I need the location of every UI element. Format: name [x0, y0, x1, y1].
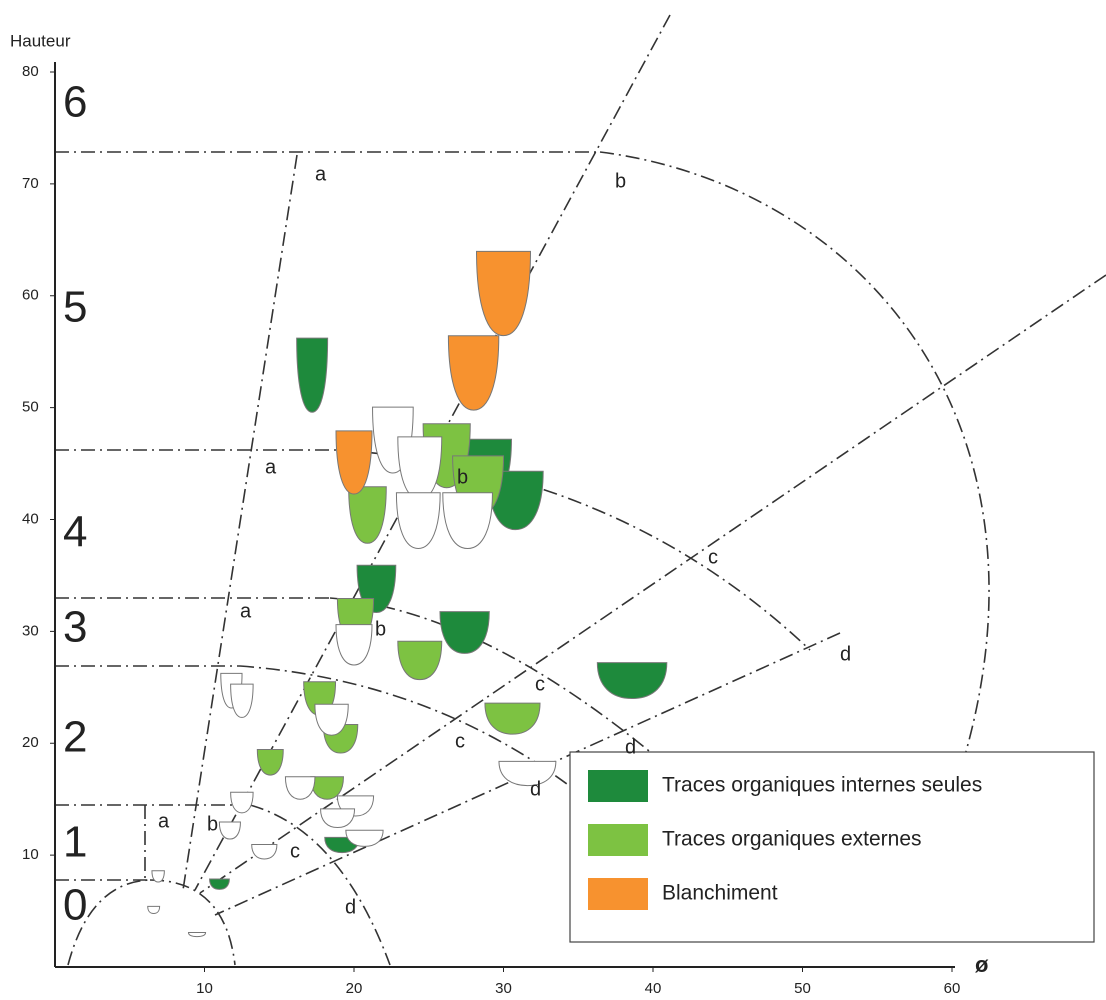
vessel [484, 702, 541, 735]
vessel [498, 760, 557, 787]
y-axis-label: Hauteur [10, 31, 71, 50]
zone-lines [55, 14, 1106, 966]
vessel [442, 492, 493, 550]
zone-label: 2 [63, 713, 87, 762]
legend-swatch [588, 878, 648, 910]
zone-letter: c [708, 546, 718, 568]
zone-letter: d [625, 736, 636, 758]
y-tick-label: 30 [22, 622, 39, 639]
y-tick-label: 10 [22, 846, 39, 863]
x-tick-label: 20 [346, 980, 363, 997]
zone-letter: b [615, 170, 626, 192]
zone-letter: c [535, 673, 545, 695]
vessel [147, 905, 161, 915]
vessel [348, 486, 387, 544]
x-axis-label: ø [975, 952, 989, 977]
vessels [147, 250, 668, 938]
vessel [251, 844, 278, 860]
zone-arc [149, 879, 236, 966]
zone-letter: a [240, 600, 252, 622]
x-tick-label: 50 [794, 980, 811, 997]
vessel [345, 829, 384, 847]
vessel [397, 436, 443, 500]
vessel [256, 748, 284, 776]
vessel [320, 808, 356, 829]
legend-swatch [588, 824, 648, 856]
legend-label: Traces organiques internes seules [662, 774, 982, 797]
vessel [187, 932, 207, 938]
legend-label: Traces organiques externes [662, 828, 922, 851]
vessel [596, 662, 668, 700]
zone-letter: a [315, 163, 327, 185]
zone-letter: b [207, 813, 218, 835]
zone-letter: b [457, 466, 468, 488]
vessel [447, 335, 500, 411]
zone-letter: d [530, 778, 541, 800]
vessel [284, 776, 316, 800]
zone-letter: c [455, 730, 465, 752]
x-tick-label: 30 [495, 980, 512, 997]
legend-swatch [588, 770, 648, 802]
zone-ray [199, 274, 1106, 894]
zone-arc [599, 151, 990, 756]
x-tick-label: 10 [196, 980, 213, 997]
zone-arc [249, 804, 391, 966]
zone-letter: d [345, 896, 356, 918]
zone-letter: d [840, 643, 851, 665]
x-tick-label: 60 [944, 980, 961, 997]
zone-label: 4 [63, 508, 87, 557]
vessel [314, 703, 349, 736]
legend [569, 751, 1095, 943]
zone-label: 5 [63, 283, 87, 332]
legend-label: Blanchiment [662, 882, 778, 905]
vessel [296, 337, 329, 413]
vessel [230, 791, 254, 814]
vessel [439, 611, 490, 654]
zone-label: 6 [63, 78, 87, 127]
y-tick-label: 50 [22, 399, 39, 416]
vessel [335, 624, 373, 666]
vessel [218, 821, 241, 840]
vessel [475, 250, 532, 337]
y-tick-label: 70 [22, 175, 39, 192]
zone-arc [339, 449, 811, 651]
zone-ray [182, 154, 298, 891]
y-tick-label: 40 [22, 510, 39, 527]
vessel [209, 878, 230, 890]
zone-label: 3 [63, 603, 87, 652]
zone-arc [67, 879, 151, 966]
y-tick-label: 60 [22, 287, 39, 304]
vessel [395, 492, 441, 550]
zone-letter: a [158, 810, 170, 832]
zone-label: 0 [63, 881, 87, 930]
vessel [151, 870, 165, 883]
y-tick-label: 80 [22, 63, 39, 80]
x-tick-label: 40 [645, 980, 662, 997]
vessel [397, 640, 443, 681]
vessel [230, 683, 254, 718]
zone-letter: b [375, 618, 386, 640]
vessel [335, 430, 373, 495]
zone-label: 1 [63, 818, 87, 867]
zone-letter: c [290, 840, 300, 862]
zone-letter: a [265, 456, 277, 478]
zone-arc [329, 597, 661, 761]
y-tick-label: 20 [22, 734, 39, 751]
